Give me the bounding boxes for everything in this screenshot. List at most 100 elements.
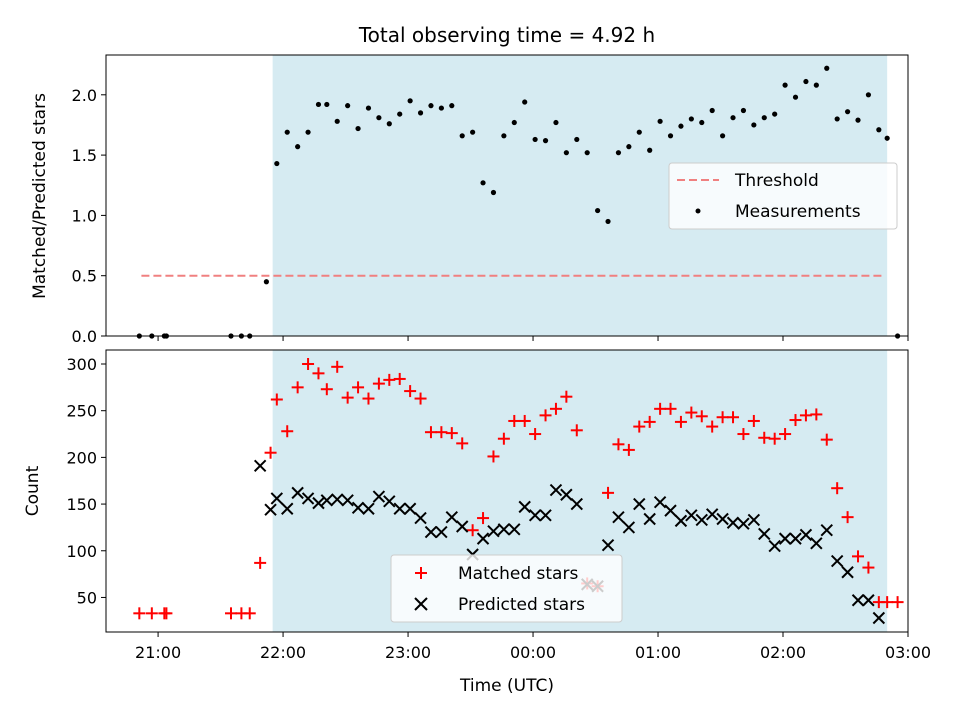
predicted-star-point (841, 566, 854, 579)
y-tick-label: 250 (66, 402, 97, 421)
measurement-point (647, 147, 653, 153)
measurement-point (865, 92, 872, 98)
measurement-point (563, 150, 569, 156)
measurement-point (709, 107, 715, 114)
measurement-point (295, 144, 301, 150)
measurement-point (376, 115, 382, 121)
measurement-point (511, 119, 517, 126)
predicted-star-point (487, 524, 500, 538)
matched-star-point (852, 550, 865, 563)
measurement-points (136, 65, 901, 339)
predicted-star-point (403, 502, 417, 515)
matched-star-point (831, 482, 844, 495)
measurement-point (844, 109, 851, 115)
matched-star-point (881, 596, 894, 609)
measurement-point (834, 116, 840, 122)
predicted-star-point (570, 497, 583, 511)
predicted-star-point (435, 525, 448, 539)
matched-star-point (820, 433, 833, 446)
matched-star-point (372, 377, 385, 390)
matched-star-point (727, 411, 740, 424)
matched-star-point (674, 415, 687, 428)
predicted-star-point (253, 459, 267, 472)
measurement-point (792, 94, 799, 100)
predicted-star-point (820, 524, 833, 537)
matched-star-point (841, 511, 854, 524)
matched-star-point (264, 446, 277, 459)
predicted-star-point (758, 527, 771, 541)
predicted-star-point (320, 494, 334, 507)
predicted-star-point (862, 594, 875, 607)
measurement-point (824, 65, 830, 71)
matched-star-point (518, 414, 531, 427)
matched-star-point (477, 512, 490, 525)
predicted-star-point (601, 538, 615, 552)
measurement-point (855, 117, 861, 123)
matched-star-point (270, 393, 283, 406)
predicted-star-point (622, 521, 636, 534)
measurement-point (542, 138, 549, 144)
measurement-point (305, 129, 311, 135)
matched-star-point (716, 411, 729, 424)
matched-star-point (224, 607, 237, 620)
y-tick-label: 100 (66, 542, 97, 561)
predicted-star-point (270, 492, 284, 505)
predicted-star-point (362, 502, 375, 515)
predicted-star-point (768, 539, 781, 553)
matched-star-point (341, 391, 354, 404)
matched-star-point (302, 358, 315, 371)
measurement-point (574, 136, 580, 143)
predicted-star-point (264, 503, 277, 516)
matched-star-point (685, 406, 698, 419)
bottom-legend: Matched stars Predicted stars (390, 554, 623, 623)
measurement-point (667, 133, 674, 139)
measurement-point (274, 160, 280, 167)
matched-star-point (539, 409, 552, 422)
legend-matched-label: Matched stars (458, 564, 578, 584)
matched-star-point (281, 425, 294, 438)
y-tick-label: 2.0 (72, 86, 97, 105)
measurement-point (417, 110, 424, 116)
predicted-star-point (799, 528, 813, 542)
matched-star-point (622, 443, 635, 456)
predicted-star-point (653, 495, 667, 509)
measurement-point (730, 115, 736, 121)
top-legend-box (668, 162, 898, 230)
measurement-point (772, 111, 778, 117)
matched-star-point (643, 415, 656, 428)
predicted-star-point (789, 532, 802, 545)
predicted-star-point (851, 594, 865, 607)
measurement-point (532, 136, 538, 143)
measurement-point (761, 115, 767, 121)
matched-star-point (352, 381, 365, 394)
legend-matched-swatch (415, 567, 427, 579)
bottom-x-ticks: 21:00 22:00 23:00 00:00 01:00 02:00 03:00 (135, 632, 931, 662)
matched-star-point (664, 402, 677, 415)
matched-star-point (862, 561, 875, 574)
matched-star-point (768, 432, 781, 445)
measurement-point (876, 127, 882, 133)
predicted-star-point (341, 494, 354, 507)
matched-star-point (737, 428, 750, 441)
matched-star-point (424, 426, 437, 439)
matched-star-point (497, 432, 510, 445)
measurement-point (284, 129, 290, 135)
measurement-point (688, 116, 694, 122)
x-tick-label: 21:00 (135, 643, 181, 662)
predicted-star-point (476, 532, 490, 545)
y-tick-label: 1.0 (72, 206, 97, 225)
measurement-point (699, 119, 705, 126)
measurement-point (324, 101, 330, 108)
measurement-point (345, 103, 351, 109)
legend-threshold-label: Threshold (734, 171, 819, 191)
predicted-star-point (372, 490, 386, 503)
legend-measurements-swatch (695, 208, 701, 214)
matched-star-point (789, 414, 802, 427)
x-tick-label: 23:00 (385, 643, 431, 662)
measurement-point (782, 82, 788, 88)
measurement-point (522, 99, 528, 105)
bottom-legend-box (390, 554, 623, 623)
predicted-star-point (456, 520, 469, 533)
predicted-star-point (872, 611, 886, 625)
matched-star-point (362, 392, 375, 405)
